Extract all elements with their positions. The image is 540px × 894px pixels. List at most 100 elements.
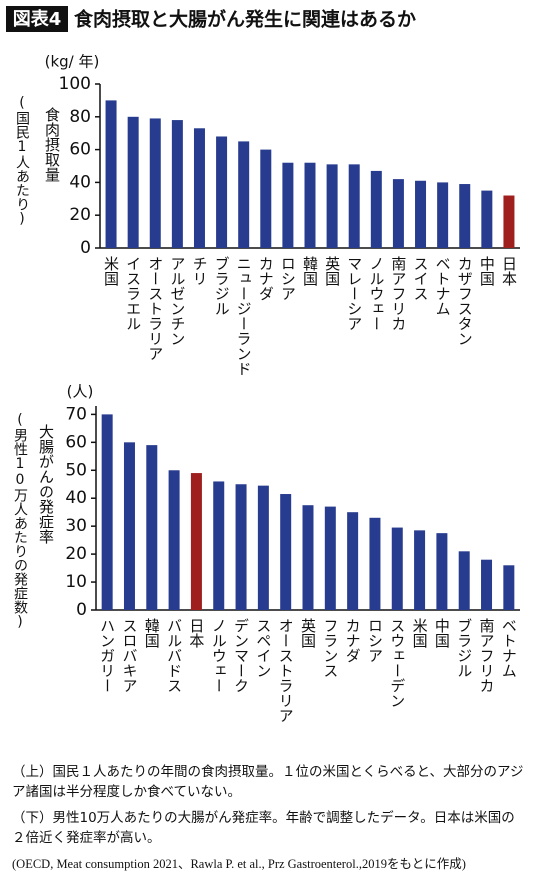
- source: (OECD, Meat consumption 2021、Rawla P. et…: [12, 857, 466, 871]
- y-tick-label: 20: [65, 544, 87, 564]
- bar: [458, 551, 470, 610]
- x-tick-label: ブラジル: [213, 256, 231, 316]
- x-tick-label: 韓国: [301, 256, 319, 286]
- x-tick-label: 中国: [478, 256, 496, 286]
- bar: [415, 180, 427, 248]
- bar: [347, 512, 359, 610]
- x-tick-label: 中国: [433, 618, 451, 648]
- title: 食肉摂取と大腸がん発生に関連はあるか: [74, 8, 416, 31]
- y-axis-label: 大腸がんの発症率: [37, 424, 55, 544]
- y-axis-sublabel: (国民1人あたり): [14, 95, 30, 227]
- x-tick-label: ノルウェー: [367, 256, 385, 331]
- y-tick-label: 0: [76, 600, 87, 620]
- y-tick-label: 100: [59, 74, 91, 94]
- y-tick-label: 80: [69, 107, 91, 127]
- bar: [437, 182, 449, 248]
- x-tick-label: ニュージーランド: [235, 256, 253, 376]
- x-tick-label: 日本: [500, 256, 518, 286]
- y-tick-label: 20: [69, 205, 91, 225]
- x-tick-label: スウェーデン: [388, 618, 406, 708]
- bar: [369, 517, 381, 610]
- bar: [105, 100, 117, 249]
- charts: 図表4 食肉摂取と大腸がん発生に関連はあるか (kg/ 年) 食肉摂取量 (国民1人…: [6, 6, 520, 723]
- x-tick-label: スペイン: [254, 618, 272, 678]
- bar: [123, 442, 135, 610]
- bar: [238, 141, 250, 248]
- x-tick-label: オーストラリア: [277, 618, 295, 723]
- x-tick-label: 英国: [323, 255, 341, 286]
- bar: [392, 179, 404, 248]
- x-tick-label: 日本: [187, 618, 205, 648]
- x-tick-label: チリ: [190, 256, 208, 286]
- x-tick-label: 韓国: [143, 618, 161, 648]
- bar: [324, 506, 336, 610]
- bar: [146, 445, 158, 610]
- y-tick-label: 60: [65, 432, 87, 452]
- x-tick-label: ハンガリー: [98, 618, 116, 693]
- x-tick-label: カナダ: [344, 618, 362, 663]
- bar: [304, 162, 316, 248]
- bar: [101, 414, 113, 610]
- bar: [193, 128, 205, 248]
- y-axis-label: 食肉摂取量: [43, 107, 61, 182]
- unit-label: (kg/ 年): [45, 53, 100, 71]
- bar: [436, 533, 448, 610]
- bar: [168, 470, 180, 610]
- bar: [391, 527, 403, 610]
- x-tick-label: ブラジル: [455, 618, 473, 678]
- x-tick-label: バルバドス: [165, 618, 183, 693]
- x-tick-label: マレーシア: [345, 256, 363, 331]
- x-tick-label: イスラエル: [124, 256, 142, 331]
- bar: [260, 149, 272, 248]
- x-tick-label: 南アフリカ: [389, 256, 407, 331]
- x-tick-label: 南アフリカ: [478, 618, 496, 693]
- bar: [414, 530, 426, 610]
- y-tick-label: 40: [65, 488, 87, 508]
- unit-label: (人): [67, 383, 94, 401]
- bar: [503, 195, 515, 248]
- note: （下）男性10万人あたりの大腸がん発症率。年齢で調整したデータ。日本は米国の２倍…: [12, 810, 515, 846]
- x-tick-label: スロバキア: [120, 618, 138, 693]
- bar: [216, 136, 228, 248]
- bar: [348, 164, 360, 248]
- bar: [326, 164, 338, 248]
- x-tick-label: スイス: [412, 256, 430, 301]
- bar: [370, 170, 382, 248]
- y-tick-label: 30: [65, 516, 87, 536]
- y-axis-sublabel: (男性10万人あたりの発症数): [12, 412, 28, 630]
- y-tick-label: 70: [65, 404, 87, 424]
- x-tick-label: ロシア: [279, 256, 297, 301]
- y-tick-label: 0: [80, 238, 91, 258]
- bar: [127, 116, 139, 248]
- y-tick-label: 50: [65, 460, 87, 480]
- bar: [235, 484, 247, 610]
- bar: [171, 120, 183, 248]
- x-tick-label: デンマーク: [232, 618, 250, 693]
- x-tick-label: ロシア: [366, 618, 384, 663]
- x-tick-label: ノルウェー: [210, 618, 228, 693]
- x-tick-label: カナダ: [257, 256, 275, 301]
- x-tick-label: カザフスタン: [456, 256, 474, 346]
- x-tick-label: オーストラリア: [146, 256, 164, 361]
- bar: [481, 559, 493, 610]
- bar: [149, 118, 161, 248]
- bar: [302, 505, 314, 610]
- y-tick-label: 10: [65, 572, 87, 592]
- x-tick-label: 米国: [102, 256, 120, 286]
- x-tick-label: ベトナム: [434, 256, 452, 316]
- bar: [282, 162, 294, 248]
- bar: [503, 565, 515, 610]
- bar: [257, 485, 269, 610]
- y-tick-label: 60: [69, 140, 91, 160]
- x-tick-label: アルゼンチン: [168, 256, 186, 346]
- bar: [190, 473, 202, 610]
- note: （上）国民１人あたりの年間の食肉摂取量。１位の米国とくらべると、大部分のアジア諸…: [12, 764, 524, 800]
- bar: [481, 190, 493, 248]
- bar: [459, 184, 471, 248]
- x-tick-label: 英国: [299, 617, 317, 648]
- x-tick-label: フランス: [321, 618, 339, 678]
- bar: [280, 494, 292, 610]
- y-tick-label: 40: [69, 172, 91, 192]
- badge: 図表4: [13, 8, 62, 30]
